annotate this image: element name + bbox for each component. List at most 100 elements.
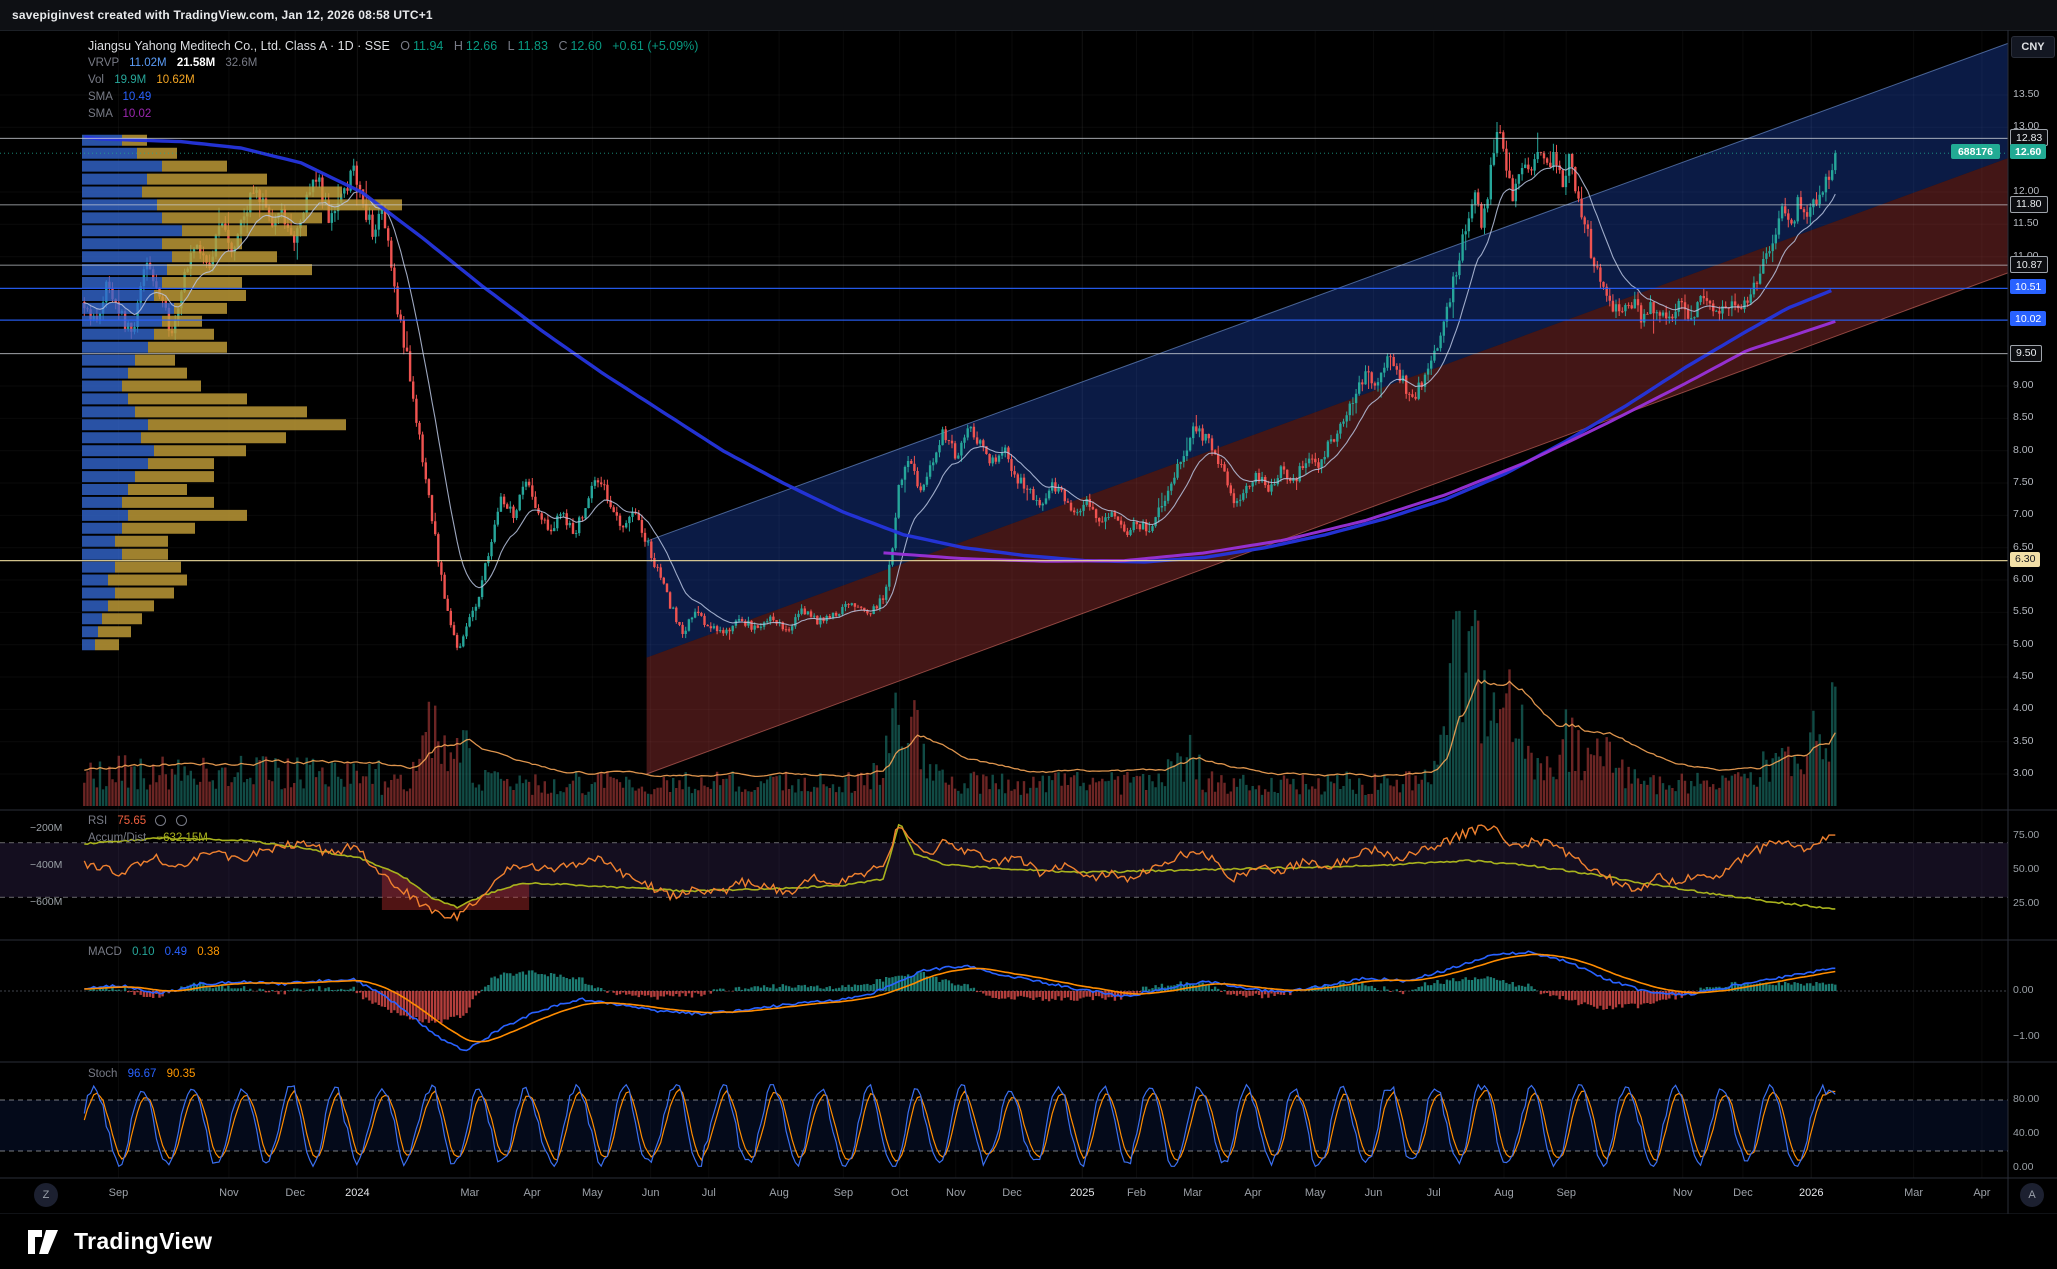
rsi-pane-legend[interactable]: RSI 75.65 Accum/Dist −632.15M <box>88 813 208 847</box>
sma2-label: SMA <box>88 108 113 120</box>
footer-bar: TradingView <box>0 1214 2057 1269</box>
vrvp-label: VRVP <box>88 57 119 69</box>
rsi-visibility-icon[interactable] <box>155 815 167 827</box>
price-label-9.50: 9.50 <box>2010 344 2043 362</box>
stoch-label: Stoch <box>88 1068 118 1080</box>
price-tick: 4.50 <box>2013 670 2034 683</box>
time-label-month: Dec <box>1002 1187 1022 1199</box>
timezone-button[interactable]: Z <box>34 1183 58 1207</box>
rsi-label: RSI <box>88 815 108 827</box>
time-label-month: Apr <box>1244 1187 1262 1199</box>
macd-tick: −1.00 <box>2013 1030 2040 1042</box>
high-label: H <box>453 39 463 53</box>
attribution-text: savepiginvest created with TradingView.c… <box>12 8 433 22</box>
rsi-tick: 25.00 <box>2013 897 2040 909</box>
price-label-12.60: 12.60 <box>2010 144 2047 160</box>
price-label-10.87: 10.87 <box>2010 256 2049 274</box>
stoch-k-value: 96.67 <box>127 1068 157 1080</box>
open-value: 11.94 <box>413 39 444 53</box>
volume-value: 19.9M <box>114 74 147 86</box>
time-label-month: Nov <box>946 1187 966 1199</box>
price-tick: 8.50 <box>2013 411 2034 424</box>
attribution-bar: savepiginvest created with TradingView.c… <box>0 0 2057 31</box>
auto-scale-button[interactable]: A <box>2020 1183 2044 1207</box>
macd-tick: 0.00 <box>2013 984 2034 996</box>
currency-button[interactable]: CNY <box>2011 36 2055 58</box>
vrvp-value-2: 21.58M <box>176 57 216 69</box>
close-label: C <box>558 39 568 53</box>
price-tick: 12.00 <box>2013 185 2040 197</box>
time-label-month: Jun <box>1364 1187 1383 1199</box>
accum-dist-tick: −200M <box>30 822 63 834</box>
price-tick: 6.00 <box>2013 573 2034 586</box>
time-label-month: Dec <box>285 1187 305 1199</box>
time-label-month: Mar <box>1904 1187 1924 1199</box>
accum-dist-value: −632.15M <box>156 832 208 844</box>
volume-legend-row[interactable]: Vol 19.9M 10.62M <box>88 72 698 89</box>
volume-ma-value: 10.62M <box>156 74 195 86</box>
sma2-value: 10.02 <box>122 108 152 120</box>
rsi-tick: 50.00 <box>2013 863 2040 875</box>
low-value: 11.83 <box>517 39 548 53</box>
symbol-price-label: 688176 <box>1950 144 2000 160</box>
main-legend[interactable]: Jiangsu Yahong Meditech Co., Ltd. Class … <box>88 38 698 123</box>
low-label: L <box>507 39 515 53</box>
macd-label: MACD <box>88 946 122 958</box>
time-label-month: Jul <box>1426 1187 1441 1199</box>
time-label-month: Jun <box>641 1187 660 1199</box>
time-label-month: Dec <box>1733 1187 1753 1199</box>
stoch-pane-legend[interactable]: Stoch 96.67 90.35 <box>88 1066 195 1083</box>
high-value: 12.66 <box>465 39 498 53</box>
vrvp-value-3: 32.6M <box>225 57 258 69</box>
vrvp-value-1: 11.02M <box>129 57 167 69</box>
symbol-legend-row[interactable]: Jiangsu Yahong Meditech Co., Ltd. Class … <box>88 38 698 55</box>
price-label-6.30: 6.30 <box>2010 551 2041 567</box>
price-tick: 7.50 <box>2013 476 2034 489</box>
rsi-legend-row[interactable]: RSI 75.65 <box>88 813 208 830</box>
rsi-tick: 75.00 <box>2013 829 2040 841</box>
sma2-legend-row[interactable]: SMA 10.02 <box>88 106 698 123</box>
time-label-month: Sep <box>833 1187 854 1199</box>
price-label-12.83: 12.83 <box>2010 129 2049 147</box>
time-label-month: Nov <box>219 1187 239 1199</box>
volume-label: Vol <box>88 74 104 86</box>
price-tick: 6.50 <box>2013 540 2034 553</box>
stoch-legend-row[interactable]: Stoch 96.67 90.35 <box>88 1066 195 1083</box>
time-label-month: Feb <box>1127 1187 1146 1199</box>
time-label-year: 2024 <box>345 1187 370 1199</box>
macd-legend-row[interactable]: MACD 0.10 0.49 0.38 <box>88 944 220 961</box>
rsi-menu-icon[interactable] <box>175 815 187 827</box>
price-tick: 11.50 <box>2013 217 2039 230</box>
time-label-month: Apr <box>1973 1187 1991 1199</box>
time-label-month: Aug <box>769 1187 789 1199</box>
price-tick: 5.00 <box>2013 637 2034 650</box>
tradingview-logo[interactable] <box>26 1227 60 1257</box>
price-tick: 13.50 <box>2013 88 2040 100</box>
rsi-value: 75.65 <box>117 815 147 827</box>
time-label-month: Oct <box>891 1187 909 1199</box>
price-label-10.51: 10.51 <box>2010 279 2047 295</box>
price-tick: 9.00 <box>2013 379 2034 391</box>
macd-line-value: 0.49 <box>164 946 188 958</box>
macd-signal-value: 0.38 <box>197 946 220 958</box>
time-label-month: May <box>1304 1187 1326 1199</box>
time-label-month: Sep <box>1556 1187 1577 1199</box>
time-label-month: Mar <box>1183 1187 1203 1199</box>
tradingview-wordmark[interactable]: TradingView <box>74 1228 213 1254</box>
price-tick: 7.00 <box>2013 508 2034 521</box>
price-tick: 5.50 <box>2013 605 2034 618</box>
time-label-month: Sep <box>108 1187 129 1199</box>
sma1-value: 10.49 <box>122 91 152 103</box>
accum-dist-legend-row[interactable]: Accum/Dist −632.15M <box>88 830 208 847</box>
time-label-year: 2025 <box>1070 1187 1095 1199</box>
accum-dist-label: Accum/Dist <box>88 832 147 844</box>
time-axis[interactable]: Sep Nov Dec 2024 Mar Apr May Jun Jul Aug Sep Oct Nov… <box>0 1178 2008 1214</box>
price-label-11.80: 11.80 <box>2010 195 2048 213</box>
price-tick: 3.00 <box>2013 767 2034 780</box>
sma1-legend-row[interactable]: SMA 10.49 <box>88 89 698 106</box>
price-tick: 4.00 <box>2013 702 2034 715</box>
accum-dist-tick: −400M <box>30 859 63 871</box>
vrvp-legend-row[interactable]: VRVP 11.02M 21.58M 32.6M <box>88 55 698 72</box>
macd-pane-legend[interactable]: MACD 0.10 0.49 0.38 <box>88 944 220 961</box>
